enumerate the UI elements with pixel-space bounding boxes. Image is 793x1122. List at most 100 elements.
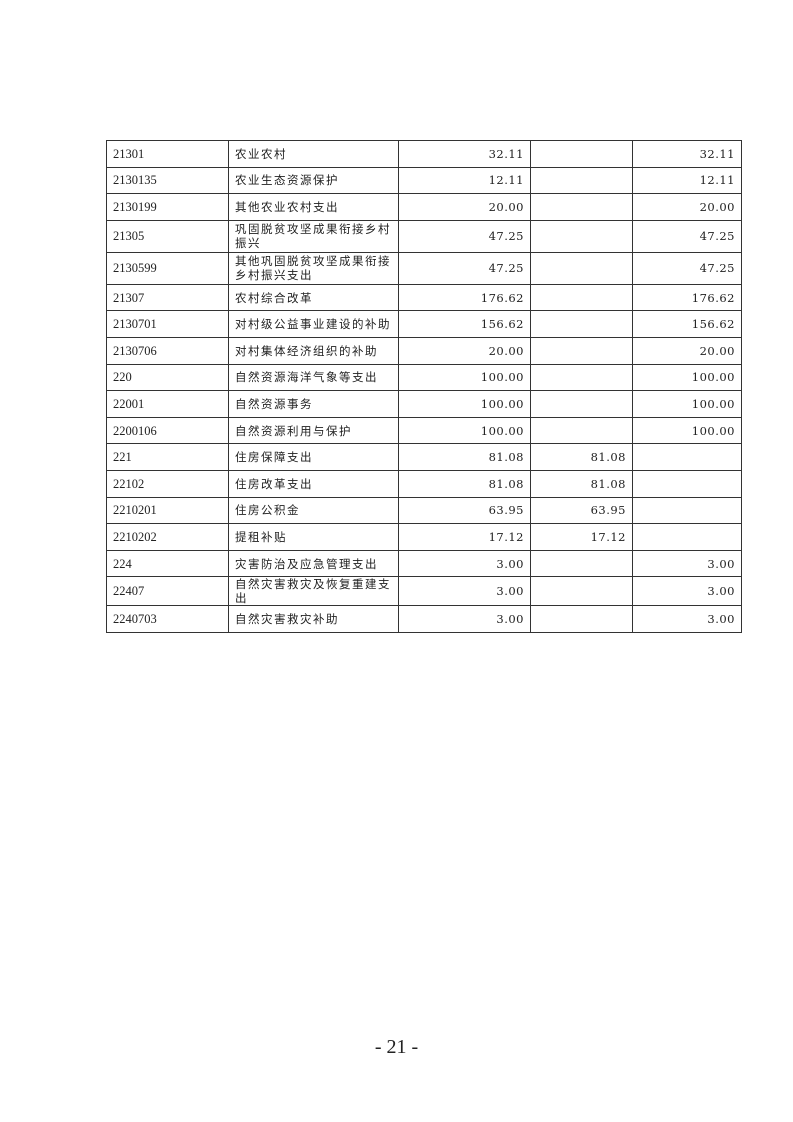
cell-name: 巩固脱贫攻坚成果衔接乡村振兴: [228, 219, 399, 253]
cell-basic: 81.08: [530, 443, 633, 471]
cell-total: 20.00: [398, 336, 531, 365]
table-row: 2240703 自然灾害救灾补助 3.00 3.00: [106, 605, 742, 633]
cell-project: 176.62: [632, 283, 742, 312]
cell-code: 2130135: [106, 166, 229, 195]
cell-name: 对村级公益事业建设的补助: [228, 310, 399, 338]
table-row: 221 住房保障支出 81.08 81.08: [106, 443, 742, 471]
table-row: 2130135 农业生态资源保护 12.11 12.11: [106, 166, 742, 195]
cell-total: 100.00: [398, 390, 531, 418]
table-row: 22407 自然灾害救灾及恢复重建支出 3.00 3.00: [106, 576, 742, 607]
cell-code: 2130199: [106, 193, 229, 221]
cell-code: 2130701: [106, 310, 229, 338]
cell-basic: [530, 363, 633, 392]
cell-name: 提租补贴: [228, 523, 399, 551]
cell-total: 100.00: [398, 416, 531, 445]
cell-project: 12.11: [632, 166, 742, 195]
cell-code: 22407: [106, 576, 229, 607]
cell-code: 21307: [106, 283, 229, 312]
cell-basic: [530, 283, 633, 312]
table-row: 2210202 提租补贴 17.12 17.12: [106, 523, 742, 551]
cell-total: 156.62: [398, 310, 531, 338]
cell-code: 220: [106, 363, 229, 392]
table-row: 2130701 对村级公益事业建设的补助 156.62 156.62: [106, 310, 742, 338]
cell-name: 农村综合改革: [228, 283, 399, 312]
cell-total: 176.62: [398, 283, 531, 312]
cell-name: 农业农村: [228, 140, 399, 168]
cell-basic: [530, 166, 633, 195]
cell-project: 100.00: [632, 390, 742, 418]
cell-total: 3.00: [398, 605, 531, 633]
cell-project: 3.00: [632, 605, 742, 633]
cell-basic: [530, 219, 633, 253]
cell-name: 自然资源利用与保护: [228, 416, 399, 445]
cell-total: 3.00: [398, 576, 531, 607]
cell-basic: [530, 390, 633, 418]
table-row: 2130599 其他巩固脱贫攻坚成果衔接乡村振兴支出 47.25 47.25: [106, 251, 742, 285]
cell-basic: 63.95: [530, 496, 633, 525]
table-row: 224 灾害防治及应急管理支出 3.00 3.00: [106, 549, 742, 578]
cell-project: 20.00: [632, 336, 742, 365]
cell-name: 住房公积金: [228, 496, 399, 525]
cell-code: 2200106: [106, 416, 229, 445]
cell-project: [632, 496, 742, 525]
cell-project: [632, 469, 742, 498]
cell-project: [632, 443, 742, 471]
cell-project: 3.00: [632, 549, 742, 578]
cell-code: 2130706: [106, 336, 229, 365]
cell-total: 47.25: [398, 219, 531, 253]
cell-project: 47.25: [632, 251, 742, 285]
cell-name: 农业生态资源保护: [228, 166, 399, 195]
cell-total: 12.11: [398, 166, 531, 195]
cell-name: 灾害防治及应急管理支出: [228, 549, 399, 578]
expenditure-table: 21301 农业农村 32.11 32.11 2130135 农业生态资源保护 12.11 1…: [106, 140, 742, 633]
table-row: 2210201 住房公积金 63.95 63.95: [106, 496, 742, 525]
cell-total: 81.08: [398, 469, 531, 498]
cell-total: 32.11: [398, 140, 531, 168]
cell-project: 156.62: [632, 310, 742, 338]
cell-code: 21301: [106, 140, 229, 168]
table-row: 22102 住房改革支出 81.08 81.08: [106, 469, 742, 498]
cell-code: 2130599: [106, 251, 229, 285]
cell-basic: [530, 251, 633, 285]
cell-code: 22001: [106, 390, 229, 418]
table-row: 21305 巩固脱贫攻坚成果衔接乡村振兴 47.25 47.25: [106, 219, 742, 253]
cell-basic: 81.08: [530, 469, 633, 498]
cell-basic: 17.12: [530, 523, 633, 551]
cell-name: 其他农业农村支出: [228, 193, 399, 221]
cell-name: 其他巩固脱贫攻坚成果衔接乡村振兴支出: [228, 251, 399, 285]
table-row: 2130199 其他农业农村支出 20.00 20.00: [106, 193, 742, 221]
cell-code: 2240703: [106, 605, 229, 633]
cell-name: 住房保障支出: [228, 443, 399, 471]
cell-basic: [530, 193, 633, 221]
cell-code: 224: [106, 549, 229, 578]
cell-project: 3.00: [632, 576, 742, 607]
cell-basic: [530, 576, 633, 607]
cell-name: 自然资源海洋气象等支出: [228, 363, 399, 392]
table-row: 21301 农业农村 32.11 32.11: [106, 140, 742, 168]
cell-name: 自然灾害救灾及恢复重建支出: [228, 576, 399, 607]
cell-total: 3.00: [398, 549, 531, 578]
table-row: 21307 农村综合改革 176.62 176.62: [106, 283, 742, 312]
cell-total: 17.12: [398, 523, 531, 551]
cell-code: 2210202: [106, 523, 229, 551]
cell-name: 自然灾害救灾补助: [228, 605, 399, 633]
page-number: - 21 -: [374, 1036, 419, 1058]
cell-total: 47.25: [398, 251, 531, 285]
cell-code: 22102: [106, 469, 229, 498]
cell-name: 对村集体经济组织的补助: [228, 336, 399, 365]
cell-code: 21305: [106, 219, 229, 253]
cell-project: [632, 523, 742, 551]
cell-project: 32.11: [632, 140, 742, 168]
cell-code: 221: [106, 443, 229, 471]
cell-project: 47.25: [632, 219, 742, 253]
cell-basic: [530, 605, 633, 633]
table-row: 2200106 自然资源利用与保护 100.00 100.00: [106, 416, 742, 445]
cell-basic: [530, 549, 633, 578]
cell-basic: [530, 416, 633, 445]
cell-basic: [530, 310, 633, 338]
cell-total: 81.08: [398, 443, 531, 471]
cell-basic: [530, 336, 633, 365]
cell-project: 100.00: [632, 416, 742, 445]
cell-code: 2210201: [106, 496, 229, 525]
table-row: 22001 自然资源事务 100.00 100.00: [106, 390, 742, 418]
